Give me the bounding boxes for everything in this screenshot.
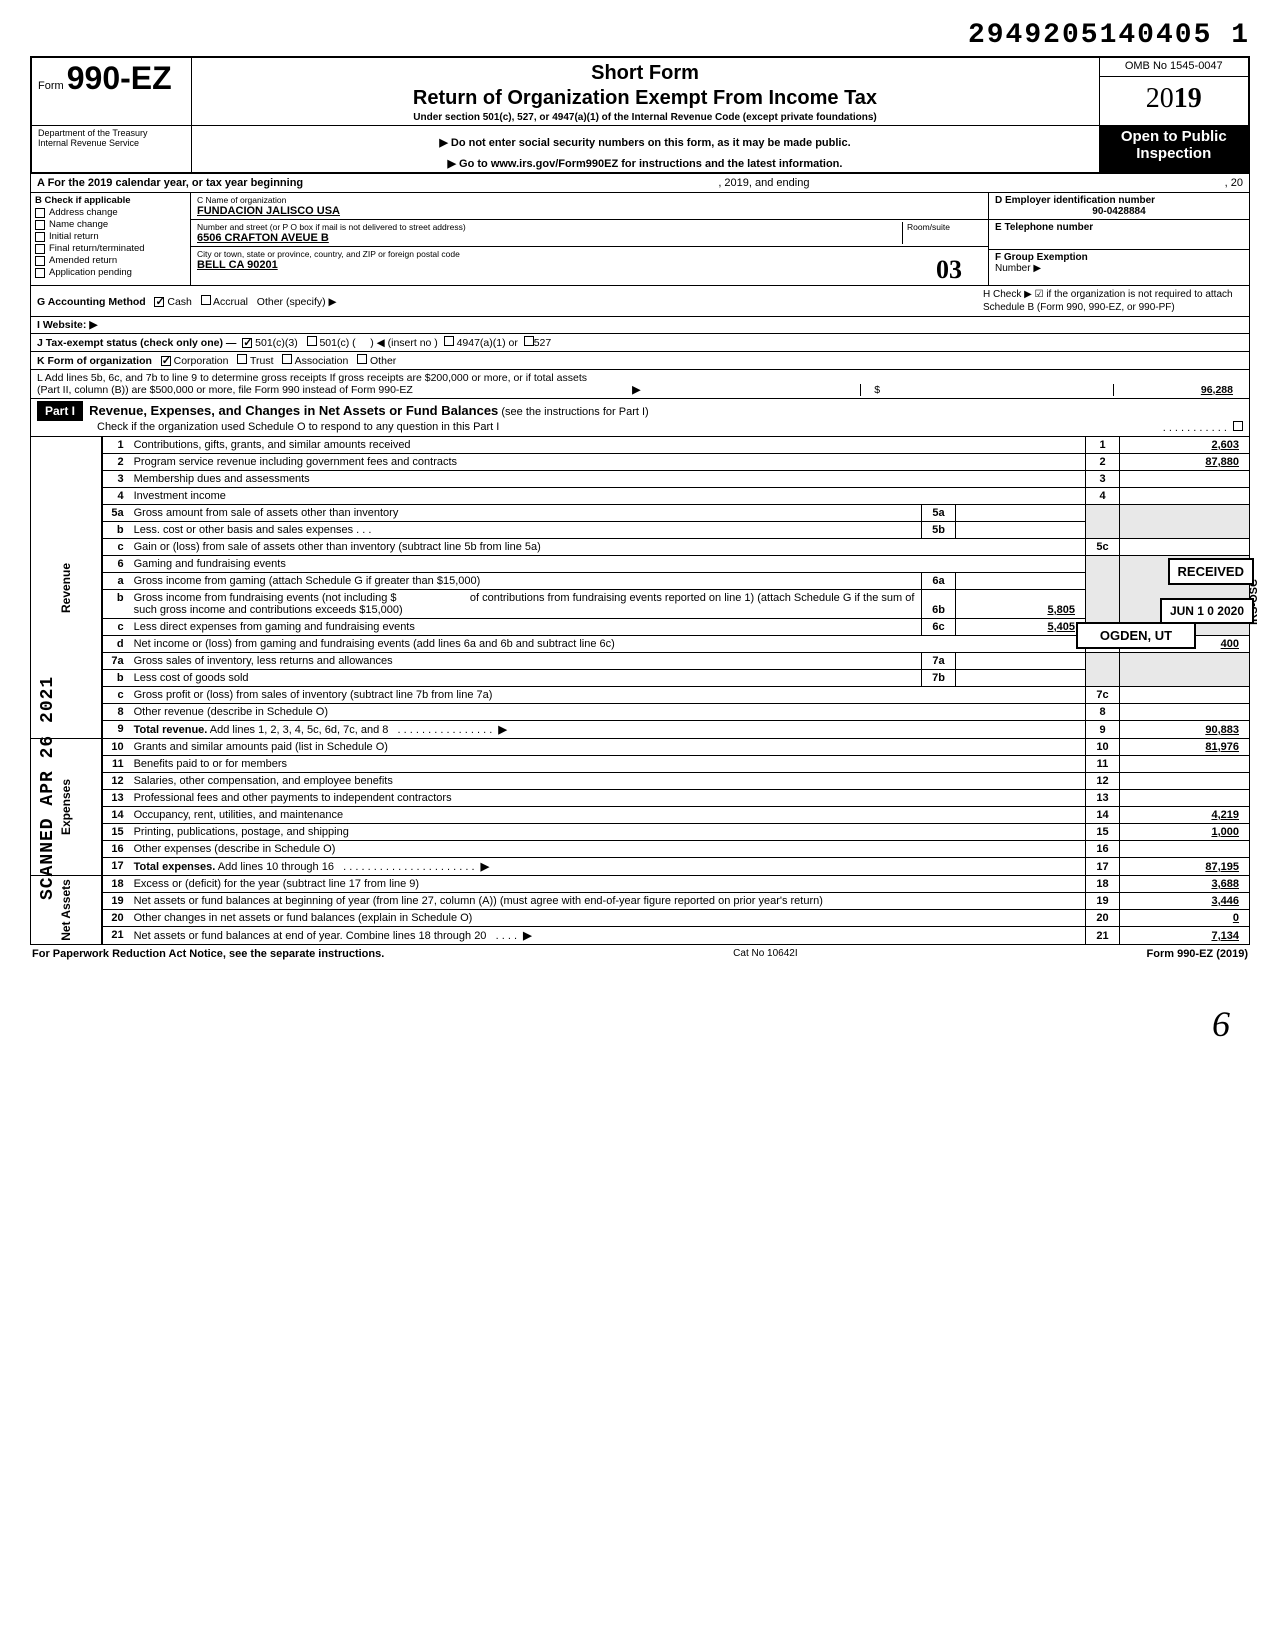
page-footer: For Paperwork Reduction Act Notice, see …: [30, 945, 1250, 963]
line-15-amount: 1,000: [1120, 824, 1250, 841]
trust-checkbox[interactable]: [237, 354, 247, 364]
expenses-label: Expenses: [59, 776, 73, 838]
column-c-org-info: C Name of organization FUNDACION JALISCO…: [191, 193, 989, 285]
name-change-checkbox[interactable]: [35, 220, 45, 230]
column-b-checkboxes: B Check if applicable Address change Nam…: [31, 193, 191, 285]
line-17-amount: 87,195: [1120, 858, 1250, 876]
open-to-public: Open to Public Inspection: [1099, 126, 1249, 174]
form-label: Form 990-EZ: [38, 60, 185, 97]
ein-value: 90-0428884: [995, 206, 1243, 217]
revenue-label: Revenue: [59, 557, 73, 619]
ogden-stamp: OGDEN, UT: [1076, 622, 1196, 649]
line-18-amount: 3,688: [1120, 876, 1250, 893]
column-d-ein: D Employer identification number 90-0428…: [989, 193, 1249, 285]
section-a-tax-year: A For the 2019 calendar year, or tax yea…: [30, 174, 1250, 193]
org-info-grid: B Check if applicable Address change Nam…: [30, 193, 1250, 286]
initial-return-checkbox[interactable]: [35, 232, 45, 242]
url-notice: ▶ Go to www.irs.gov/Form990EZ for instru…: [198, 157, 1093, 170]
gross-receipts-amount: 96,288: [1113, 384, 1243, 396]
line-19-amount: 3,446: [1120, 893, 1250, 910]
line-14-amount: 4,219: [1120, 807, 1250, 824]
form-subtitle: Under section 501(c), 527, or 4947(a)(1)…: [198, 112, 1093, 123]
line-9-amount: 90,883: [1120, 721, 1250, 739]
corp-checkbox[interactable]: [161, 356, 171, 366]
line-6b-amount: 5,805: [956, 590, 1086, 619]
app-pending-checkbox[interactable]: [35, 268, 45, 278]
row-l-gross-receipts: L Add lines 5b, 6c, and 7b to line 9 to …: [30, 370, 1250, 399]
line-1-amount: 2,603: [1120, 437, 1250, 454]
part-1-table: Revenue 1 Contributions, gifts, grants, …: [30, 437, 1250, 945]
schedule-o-checkbox[interactable]: [1233, 421, 1243, 431]
final-return-checkbox[interactable]: [35, 244, 45, 254]
line-2-amount: 87,880: [1120, 454, 1250, 471]
dept-label: Department of the Treasury Internal Reve…: [31, 126, 191, 174]
form-title: Return of Organization Exempt From Incom…: [198, 87, 1093, 110]
501c-checkbox[interactable]: [307, 336, 317, 346]
line-20-amount: 0: [1120, 910, 1250, 927]
row-g-accounting: G Accounting Method Cash Accrual Other (…: [30, 286, 1250, 317]
row-i-website: I Website: ▶: [30, 317, 1250, 334]
h-schedule-b: H Check ▶ ☑ if the organization is not r…: [983, 288, 1243, 314]
cash-checkbox[interactable]: [154, 297, 164, 307]
527-checkbox[interactable]: [524, 336, 534, 346]
received-date-stamp: JUN 1 0 2020: [1160, 598, 1254, 624]
scanned-stamp: SCANNED APR 26 2021: [38, 676, 58, 900]
short-form-label: Short Form: [198, 62, 1093, 85]
handwritten-03: 03: [936, 255, 962, 285]
ssn-notice: ▶ Do not enter social security numbers o…: [198, 136, 1093, 149]
page-number: 6: [30, 1003, 1250, 1045]
row-j-tax-exempt: J Tax-exempt status (check only one) — 5…: [30, 334, 1250, 352]
org-city: BELL CA 90201: [197, 259, 982, 271]
other-checkbox[interactable]: [357, 354, 367, 364]
4947-checkbox[interactable]: [444, 336, 454, 346]
row-k-org-form: K Form of organization Corporation Trust…: [30, 352, 1250, 370]
org-address: 6506 CRAFTON AVEUE B: [197, 232, 902, 244]
line-6c-amount: 5,405: [956, 619, 1086, 636]
amended-return-checkbox[interactable]: [35, 256, 45, 266]
omb-number: OMB No 1545-0047: [1099, 57, 1249, 76]
tax-year: 2019: [1106, 79, 1243, 119]
address-change-checkbox[interactable]: [35, 208, 45, 218]
assoc-checkbox[interactable]: [282, 354, 292, 364]
line-10-amount: 81,976: [1120, 739, 1250, 756]
org-name: FUNDACION JALISCO USA: [197, 205, 982, 217]
501c3-checkbox[interactable]: [242, 338, 252, 348]
received-stamp: RECEIVED: [1168, 558, 1254, 585]
part-1-header: Part I Revenue, Expenses, and Changes in…: [30, 399, 1250, 437]
line-21-amount: 7,134: [1120, 927, 1250, 945]
form-header: Form 990-EZ Short Form Return of Organiz…: [30, 56, 1250, 174]
net-assets-label: Net Assets: [59, 879, 73, 941]
accrual-checkbox[interactable]: [201, 295, 211, 305]
filing-number: 2949205140405 1: [30, 20, 1250, 51]
